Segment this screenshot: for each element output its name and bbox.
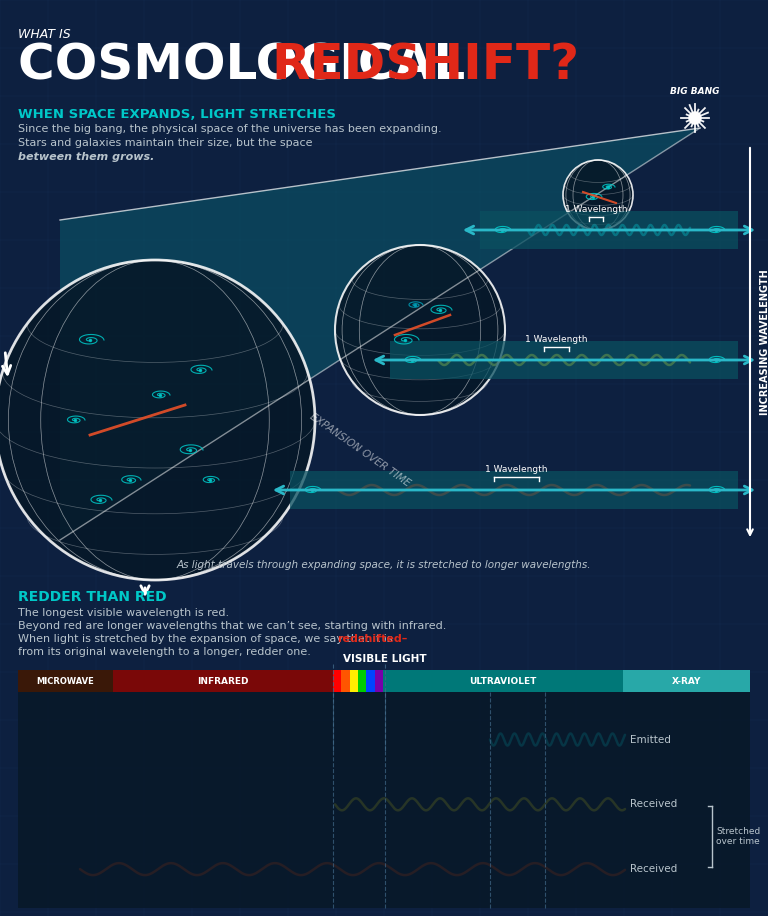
Text: Received: Received bbox=[630, 864, 677, 874]
Text: INCREASING WAVELENGTH: INCREASING WAVELENGTH bbox=[760, 269, 768, 415]
FancyBboxPatch shape bbox=[480, 211, 738, 249]
Bar bbox=[18, 670, 113, 692]
Text: Stars and galaxies maintain their size, but the space: Stars and galaxies maintain their size, … bbox=[18, 138, 313, 148]
Text: When light is stretched by the expansion of space, we say that it is: When light is stretched by the expansion… bbox=[18, 634, 396, 644]
Text: 1 Wavelength: 1 Wavelength bbox=[485, 465, 548, 474]
Text: 1 Wavelength: 1 Wavelength bbox=[564, 205, 627, 214]
Text: The longest visible wavelength is red.: The longest visible wavelength is red. bbox=[18, 608, 229, 618]
Text: EXPANSION OVER TIME: EXPANSION OVER TIME bbox=[308, 411, 412, 488]
Circle shape bbox=[563, 160, 633, 230]
Text: between them grows.: between them grows. bbox=[18, 152, 154, 162]
FancyBboxPatch shape bbox=[290, 471, 738, 509]
Circle shape bbox=[0, 260, 315, 580]
Text: WHEN SPACE EXPANDS, LIGHT STRETCHES: WHEN SPACE EXPANDS, LIGHT STRETCHES bbox=[18, 108, 336, 121]
Text: 1 Wavelength: 1 Wavelength bbox=[525, 335, 588, 344]
Circle shape bbox=[335, 245, 505, 415]
Text: Beyond red are longer wavelengths that we can’t see, starting with infrared.: Beyond red are longer wavelengths that w… bbox=[18, 621, 446, 631]
Bar bbox=[333, 670, 341, 692]
Bar bbox=[623, 670, 750, 692]
Text: REDDER THAN RED: REDDER THAN RED bbox=[18, 590, 167, 604]
Polygon shape bbox=[60, 128, 700, 540]
Text: REDSHIFT?: REDSHIFT? bbox=[272, 42, 580, 90]
Bar bbox=[341, 670, 349, 692]
FancyBboxPatch shape bbox=[390, 341, 738, 379]
Text: Stretched
over time: Stretched over time bbox=[716, 827, 760, 846]
Text: Emitted: Emitted bbox=[630, 735, 671, 745]
Text: from its original wavelength to a longer, redder one.: from its original wavelength to a longer… bbox=[18, 647, 311, 657]
Text: VISIBLE LIGHT: VISIBLE LIGHT bbox=[343, 654, 427, 664]
Text: Since the big bang, the physical space of the universe has been expanding.: Since the big bang, the physical space o… bbox=[18, 124, 442, 134]
Bar bbox=[113, 670, 333, 692]
Bar bbox=[375, 670, 383, 692]
Text: WHAT IS: WHAT IS bbox=[18, 28, 71, 41]
Bar bbox=[18, 692, 750, 908]
Text: MICROWAVE: MICROWAVE bbox=[37, 677, 94, 685]
Bar bbox=[383, 670, 623, 692]
Text: BIG BANG: BIG BANG bbox=[670, 87, 720, 96]
Text: COSMOLOGICAL: COSMOLOGICAL bbox=[18, 42, 482, 90]
Text: redshifted–: redshifted– bbox=[337, 634, 407, 644]
Text: ULTRAVIOLET: ULTRAVIOLET bbox=[469, 677, 537, 685]
Bar bbox=[358, 670, 366, 692]
Circle shape bbox=[689, 112, 701, 124]
Text: Received: Received bbox=[630, 800, 677, 810]
Bar bbox=[366, 670, 375, 692]
Text: X-RAY: X-RAY bbox=[672, 677, 701, 685]
Text: INFRARED: INFRARED bbox=[197, 677, 249, 685]
Text: As light travels through expanding space, it is stretched to longer wavelengths.: As light travels through expanding space… bbox=[177, 560, 591, 570]
Bar bbox=[349, 670, 358, 692]
